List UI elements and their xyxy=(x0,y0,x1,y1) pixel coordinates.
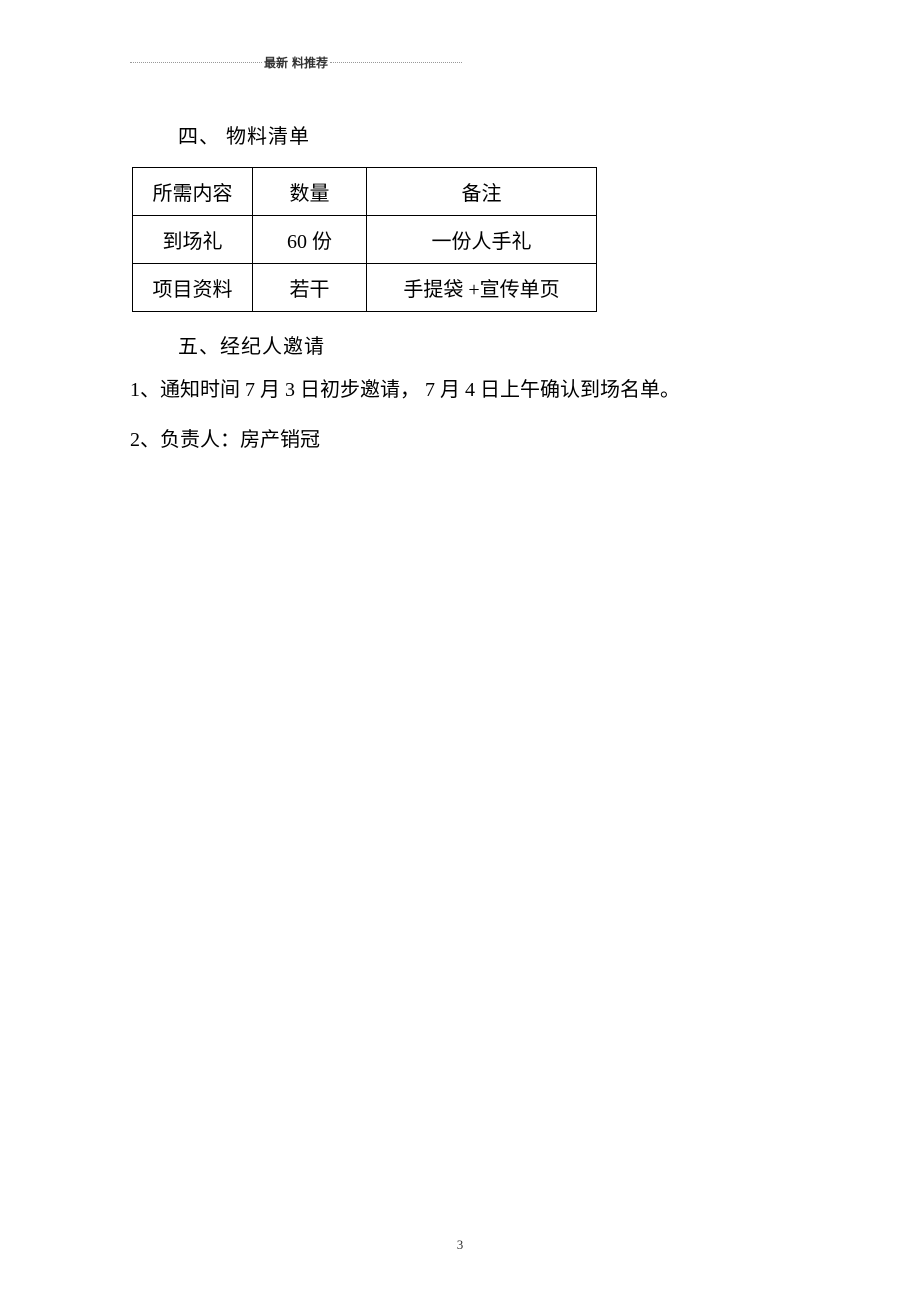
table-cell: 一份人手礼 xyxy=(367,216,597,264)
table-cell: 60 份 xyxy=(253,216,367,264)
header-label-right: 料推荐 xyxy=(290,54,330,71)
table-row: 项目资料 若干 手提袋 +宣传单页 xyxy=(133,264,597,312)
header-rule-right xyxy=(330,62,462,63)
table-cell: 手提袋 +宣传单页 xyxy=(367,264,597,312)
header-rule-left xyxy=(130,62,262,63)
body-paragraph: 2、负责人：房产销冠 xyxy=(130,423,810,457)
materials-table: 所需内容 数量 备注 到场礼 60 份 一份人手礼 项目资料 若干 手提袋 +宣… xyxy=(132,167,597,312)
table-cell: 到场礼 xyxy=(133,216,253,264)
table-header-cell: 备注 xyxy=(367,168,597,216)
header-label-left: 最新 xyxy=(262,54,290,71)
table-header-cell: 所需内容 xyxy=(133,168,253,216)
table-header-cell: 数量 xyxy=(253,168,367,216)
table-row: 到场礼 60 份 一份人手礼 xyxy=(133,216,597,264)
page-header: 最新 料推荐 xyxy=(130,62,462,63)
section-5-heading: 五、经纪人邀请 xyxy=(178,330,810,359)
document-body: 四、 物料清单 所需内容 数量 备注 到场礼 60 份 一份人手礼 项目资料 若… xyxy=(130,120,810,473)
table-cell: 若干 xyxy=(253,264,367,312)
body-paragraph: 1、通知时间 7 月 3 日初步邀请， 7 月 4 日上午确认到场名单。 xyxy=(130,373,810,407)
table-cell: 项目资料 xyxy=(133,264,253,312)
table-row: 所需内容 数量 备注 xyxy=(133,168,597,216)
page-number: 3 xyxy=(0,1237,920,1253)
section-4-heading: 四、 物料清单 xyxy=(178,120,810,149)
